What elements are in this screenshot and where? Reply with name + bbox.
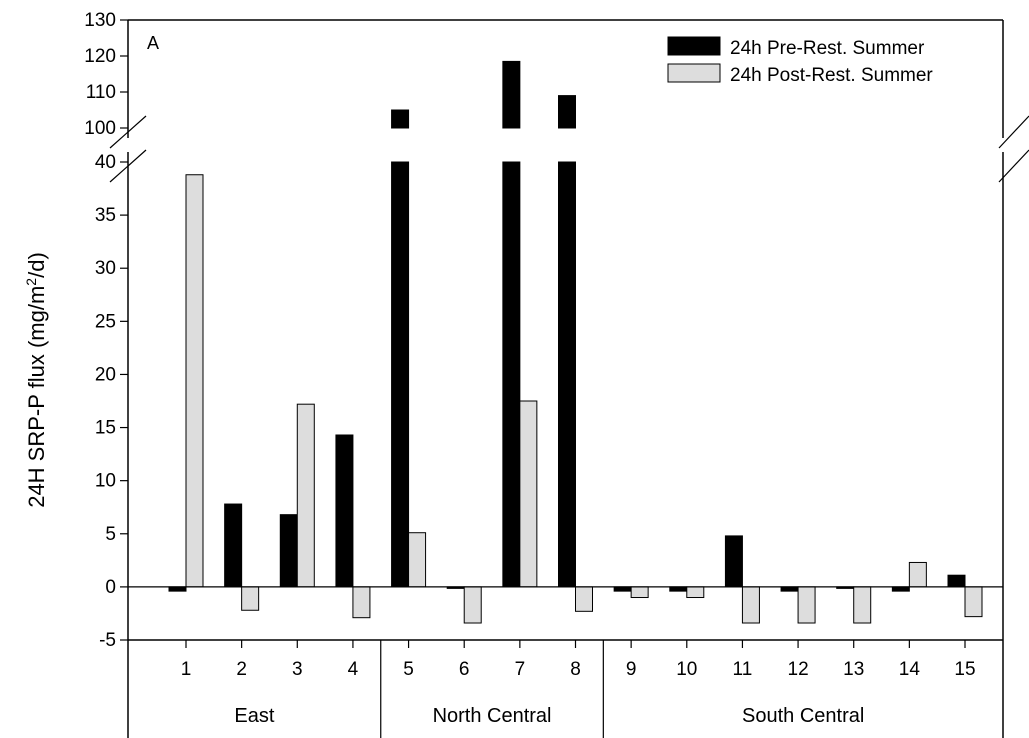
bar: [224, 503, 243, 588]
x-tick-label: 13: [843, 659, 864, 680]
break-mark-right-2: [998, 115, 1029, 149]
break-mark-right-1: [998, 149, 1029, 183]
y-tick-label: -5: [99, 630, 116, 651]
bar: [279, 514, 298, 588]
x-tick-label: 6: [459, 659, 470, 680]
bar: [797, 586, 816, 624]
group-label: South Central: [742, 705, 864, 727]
bars: [168, 60, 983, 624]
legend-label-post: 24h Post-Rest. Summer: [730, 65, 933, 86]
bar: [168, 586, 187, 592]
x-tick-label: 1: [181, 659, 192, 680]
x-tick-label: 14: [899, 659, 921, 680]
y-axis-title-sup: 2: [23, 278, 39, 286]
y-tick-label: 110: [86, 82, 116, 103]
bar: [724, 535, 743, 588]
bar: [947, 574, 966, 588]
panel-label: A: [147, 33, 159, 53]
bar: [891, 586, 910, 592]
x-tick-label: 3: [292, 659, 303, 680]
bar: [741, 586, 760, 624]
y-axis-title-main: 24H SRP-P flux (mg/m: [24, 286, 49, 508]
y-tick-label: 0: [105, 577, 116, 598]
y-tick-label: 130: [84, 10, 116, 31]
x-tick-label: 4: [348, 659, 359, 680]
y-axis-title-tail: /d): [24, 252, 49, 278]
legend: 24h Pre-Rest. Summer 24h Post-Rest. Summ…: [667, 36, 933, 86]
bar: [780, 586, 799, 592]
break-mark-left-1: [109, 115, 147, 149]
bar: [686, 586, 705, 599]
x-tick-label: 15: [954, 659, 975, 680]
legend-swatch-pre: [667, 36, 721, 56]
x-tick-label: 11: [733, 659, 753, 680]
bar: [908, 561, 927, 588]
y-tick-label: 40: [95, 152, 116, 173]
x-tick-label: 9: [626, 659, 637, 680]
legend-label-pre: 24h Pre-Rest. Summer: [730, 38, 925, 59]
bar: [669, 586, 688, 592]
x-tick-label: 7: [515, 659, 526, 680]
break-mark-left-2: [109, 149, 147, 183]
bar: [558, 95, 576, 129]
bar: [408, 532, 427, 588]
bar: [558, 161, 576, 588]
bar: [964, 586, 983, 618]
group-label: North Central: [433, 705, 552, 727]
y-tick-label: 20: [95, 364, 116, 385]
x-tick-label: 5: [403, 659, 414, 680]
x-tick-label: 12: [788, 659, 809, 680]
y-tick-label: 25: [95, 311, 116, 332]
bar: [391, 109, 410, 129]
x-tick-label: 10: [676, 659, 697, 680]
bar: [502, 60, 521, 129]
bar: [463, 586, 482, 624]
y-tick-label: 5: [105, 524, 116, 545]
bar: [185, 174, 204, 588]
y-axis-title: 24H SRP-P flux (mg/m2/d): [23, 252, 49, 508]
y-tick-label: 100: [84, 118, 116, 139]
group-label: East: [234, 705, 274, 727]
bar: [575, 586, 593, 612]
y-tick-label: 15: [95, 418, 116, 439]
y-tick-label: 35: [95, 205, 116, 226]
bar: [502, 161, 521, 588]
y-tick-label: 10: [95, 471, 116, 492]
bar: [335, 434, 354, 588]
bar: [630, 586, 649, 599]
bar: [352, 586, 371, 619]
bar: [296, 403, 315, 588]
bar: [241, 586, 260, 611]
bar: [391, 161, 410, 588]
x-tick-label: 8: [570, 659, 581, 680]
x-tick-label: 2: [236, 659, 247, 680]
bar: [519, 400, 538, 588]
bar: [853, 586, 872, 624]
legend-swatch-post: [667, 63, 721, 83]
y-tick-label: 30: [95, 258, 116, 279]
bar: [613, 586, 632, 592]
y-tick-label: 120: [84, 46, 116, 67]
